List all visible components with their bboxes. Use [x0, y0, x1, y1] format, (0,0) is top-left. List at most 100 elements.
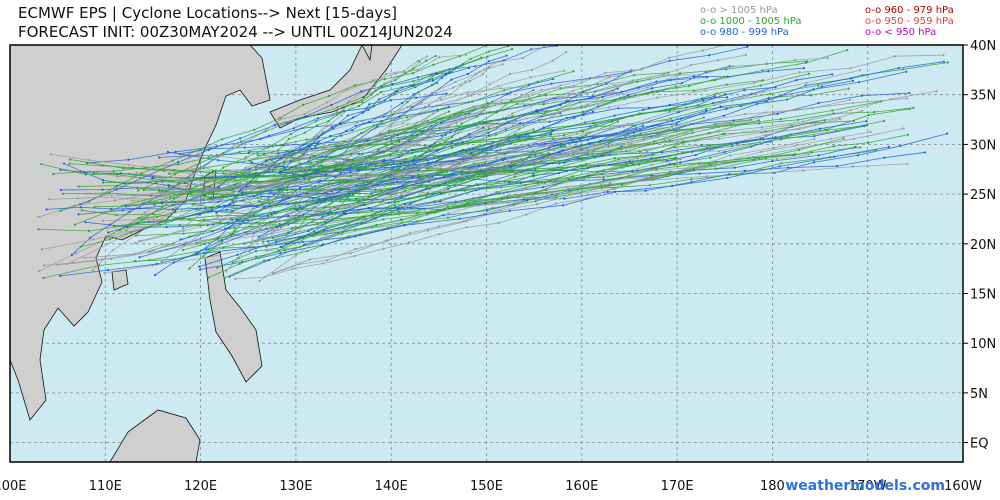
- track-point: [282, 144, 285, 147]
- track-point: [52, 172, 55, 176]
- track-point: [197, 209, 200, 212]
- track-point: [444, 177, 447, 180]
- track-point: [364, 167, 367, 170]
- track-point: [409, 139, 412, 142]
- track-point: [77, 185, 80, 188]
- track-point: [376, 123, 379, 126]
- track-point: [549, 133, 552, 136]
- track-point: [399, 193, 403, 196]
- track-point: [592, 145, 596, 148]
- track-point: [155, 215, 159, 219]
- track-point: [397, 145, 400, 148]
- track-point: [757, 119, 760, 122]
- track-point: [656, 96, 659, 99]
- track-point: [271, 169, 274, 172]
- track-point: [577, 156, 580, 160]
- track-point: [393, 72, 397, 75]
- track-point: [466, 201, 469, 205]
- track-point: [182, 248, 185, 252]
- track-point: [239, 188, 242, 192]
- track-point: [831, 109, 834, 112]
- track-point: [139, 176, 142, 180]
- track-point: [261, 240, 264, 243]
- longitude-label: 170E: [661, 479, 694, 494]
- track-point: [137, 189, 140, 192]
- track-point: [690, 63, 693, 67]
- track-point: [448, 184, 452, 188]
- track-point: [158, 156, 161, 159]
- track-point: [77, 213, 80, 216]
- track-point: [339, 189, 342, 192]
- track-point: [622, 125, 625, 128]
- legend-entry: o-o 960 - 979 hPa: [865, 5, 954, 16]
- track-point: [588, 151, 591, 154]
- track-point: [613, 157, 616, 160]
- track-point: [301, 103, 305, 106]
- track-point: [684, 168, 687, 171]
- track-point: [515, 102, 519, 105]
- track-point: [690, 178, 693, 181]
- track-point: [677, 120, 680, 124]
- track-point: [676, 150, 679, 153]
- track-point: [494, 104, 497, 107]
- track-point: [801, 169, 805, 172]
- track-point: [173, 168, 176, 172]
- track-point: [779, 118, 783, 121]
- legend-entry: o-o > 1005 hPa: [700, 5, 778, 16]
- track-point: [775, 158, 778, 161]
- track-point: [320, 164, 323, 167]
- track-point: [505, 54, 508, 57]
- track-point: [189, 194, 192, 198]
- track-point: [725, 83, 728, 86]
- track-point: [504, 128, 507, 131]
- track-point: [355, 121, 358, 125]
- track-point: [258, 279, 261, 283]
- track-point: [465, 220, 468, 223]
- track-point: [343, 122, 346, 125]
- track-point: [359, 176, 362, 179]
- track-point: [159, 191, 162, 194]
- track-point: [551, 191, 554, 194]
- track-point: [69, 158, 72, 161]
- track-point: [330, 190, 333, 193]
- track-point: [647, 106, 651, 109]
- track-point: [210, 207, 213, 210]
- track-point: [499, 168, 502, 171]
- track-point: [173, 173, 177, 176]
- track-point: [202, 255, 205, 258]
- track-point: [285, 121, 288, 125]
- track-point: [195, 251, 198, 255]
- track-point: [525, 199, 529, 202]
- track-point: [517, 137, 520, 141]
- track-point: [522, 198, 525, 201]
- latitude-label: 20N: [970, 238, 996, 253]
- track-point: [467, 173, 470, 177]
- track-point: [760, 131, 763, 134]
- track-point: [563, 69, 566, 72]
- track-point: [489, 144, 492, 147]
- track-point: [401, 122, 404, 125]
- track-point: [833, 155, 836, 158]
- track-point: [729, 154, 732, 157]
- track-point: [697, 73, 701, 76]
- track-point: [393, 133, 396, 136]
- track-point: [256, 239, 259, 242]
- track-point: [765, 99, 768, 103]
- track-point: [813, 134, 816, 138]
- track-point: [357, 138, 360, 141]
- track-point: [406, 123, 409, 126]
- track-point: [445, 203, 449, 207]
- track-point: [223, 276, 226, 280]
- track-point: [174, 206, 178, 209]
- track-point: [178, 223, 181, 227]
- track-point: [326, 192, 329, 195]
- longitude-label: 120E: [184, 479, 217, 494]
- track-point: [459, 84, 463, 87]
- track-point: [101, 179, 105, 182]
- track-point: [679, 161, 682, 164]
- track-point: [307, 178, 311, 181]
- track-point: [264, 188, 267, 191]
- track-point: [270, 212, 273, 216]
- track-point: [805, 60, 809, 63]
- track-point: [412, 79, 415, 83]
